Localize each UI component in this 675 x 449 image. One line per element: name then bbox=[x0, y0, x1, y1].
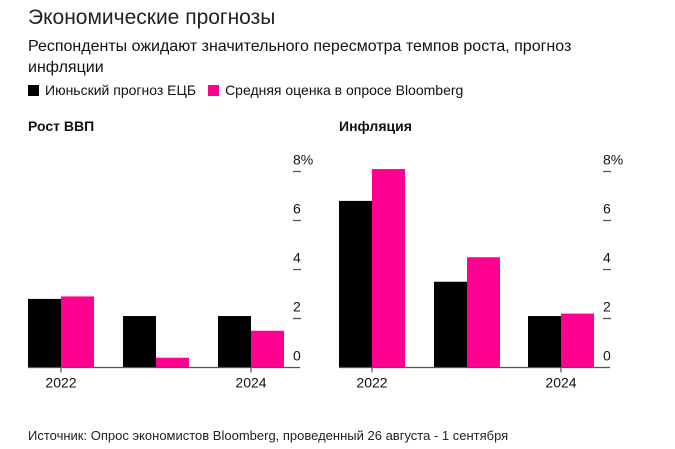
gdp-xtick-label-2022: 2022 bbox=[45, 375, 76, 391]
inflation-bar-2024-bloomberg bbox=[561, 313, 594, 368]
inflation-xtick-label-2022: 2022 bbox=[356, 375, 387, 391]
source-note: Источник: Опрос экономистов Bloomberg, п… bbox=[28, 428, 509, 443]
chart-title: Экономические прогнозы bbox=[28, 6, 276, 29]
inflation-ytick-label-6: 6 bbox=[603, 201, 611, 217]
inflation-panel-title: Инфляция bbox=[339, 118, 412, 134]
inflation-ytick-label-0: 0 bbox=[603, 348, 611, 364]
gdp-ytick-label-0: 0 bbox=[293, 348, 301, 364]
inflation-bar-2022-bloomberg bbox=[372, 169, 405, 368]
gdp-bar-2023-ecb bbox=[123, 316, 156, 368]
inflation-ytick-label-2: 2 bbox=[603, 299, 611, 315]
gdp-bar-2022-ecb bbox=[28, 298, 61, 368]
chart-subtitle: Респонденты ожидают значительного пересм… bbox=[28, 38, 572, 76]
gdp-panel-title: Рост ВВП bbox=[28, 118, 95, 134]
gdp-xtick-label-2024: 2024 bbox=[235, 375, 266, 391]
gdp-bar-2024-bloomberg bbox=[251, 330, 284, 368]
legend-label-bloomberg: Средняя оценка в опросе Bloomberg bbox=[225, 82, 464, 98]
inflation-bar-2023-ecb bbox=[434, 281, 467, 368]
inflation-ytick-label-4: 4 bbox=[603, 250, 611, 266]
inflation-bar-2024-ecb bbox=[528, 316, 561, 368]
legend-item-ecb: Июньский прогноз ЕЦБ bbox=[28, 82, 196, 98]
legend-label-ecb: Июньский прогноз ЕЦБ bbox=[45, 82, 197, 98]
gdp-ytick-label-8: 8% bbox=[293, 152, 313, 168]
legend-swatch-bloomberg bbox=[208, 84, 220, 96]
legend-item-bloomberg: Средняя оценка в опросе Bloomberg bbox=[208, 82, 463, 98]
inflation-bar-2023-bloomberg bbox=[467, 257, 500, 368]
gdp-ytick-label-2: 2 bbox=[293, 299, 301, 315]
gdp-bar-2024-ecb bbox=[218, 316, 251, 368]
inflation-xtick-label-2024: 2024 bbox=[545, 375, 576, 391]
gdp-bar-2022-bloomberg bbox=[61, 296, 94, 368]
inflation-bar-2022-ecb bbox=[339, 200, 372, 368]
gdp-ytick-label-4: 4 bbox=[293, 250, 301, 266]
legend-swatch-ecb bbox=[28, 84, 39, 96]
gdp-bar-2023-bloomberg bbox=[156, 357, 189, 368]
gdp-ytick-label-6: 6 bbox=[293, 201, 301, 217]
legend: Июньский прогноз ЕЦБ Средняя оценка в оп… bbox=[28, 82, 475, 98]
inflation-ytick-label-8: 8% bbox=[603, 152, 623, 168]
